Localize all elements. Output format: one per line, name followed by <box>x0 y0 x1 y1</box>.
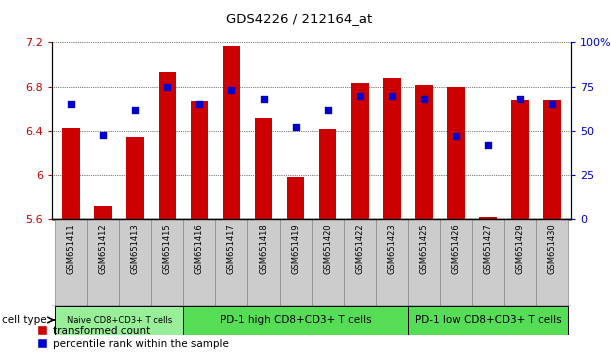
Point <box>547 102 557 107</box>
Text: PD-1 low CD8+CD3+ T cells: PD-1 low CD8+CD3+ T cells <box>415 315 562 325</box>
Bar <box>479 217 497 219</box>
Point <box>483 142 493 148</box>
Point <box>451 133 461 139</box>
Text: GSM651412: GSM651412 <box>99 223 108 274</box>
Legend: transformed count, percentile rank within the sample: transformed count, percentile rank withi… <box>39 326 229 349</box>
Bar <box>119 219 152 306</box>
Bar <box>447 87 465 219</box>
Bar <box>126 137 144 219</box>
Text: PD-1 high CD8+CD3+ T cells: PD-1 high CD8+CD3+ T cells <box>220 315 371 325</box>
Bar <box>87 219 119 306</box>
Text: GSM651416: GSM651416 <box>195 223 204 274</box>
Bar <box>472 219 504 306</box>
Text: GSM651422: GSM651422 <box>355 223 364 274</box>
Bar <box>511 100 529 219</box>
Text: GDS4226 / 212164_at: GDS4226 / 212164_at <box>226 12 373 25</box>
Bar <box>95 206 112 219</box>
Bar <box>383 78 401 219</box>
Point <box>98 132 108 137</box>
Point <box>355 93 365 98</box>
Text: GSM651417: GSM651417 <box>227 223 236 274</box>
Text: GSM651418: GSM651418 <box>259 223 268 274</box>
Text: GSM651425: GSM651425 <box>419 223 428 274</box>
Text: GSM651411: GSM651411 <box>67 223 76 274</box>
Bar <box>216 219 247 306</box>
Point <box>258 96 268 102</box>
Bar <box>408 219 440 306</box>
Text: GSM651429: GSM651429 <box>516 223 524 274</box>
Text: GSM651413: GSM651413 <box>131 223 140 274</box>
Bar <box>183 306 408 335</box>
Bar <box>247 219 280 306</box>
Bar <box>440 219 472 306</box>
Point <box>419 96 429 102</box>
Bar <box>415 85 433 219</box>
Text: GSM651430: GSM651430 <box>547 223 557 274</box>
Bar <box>55 306 183 335</box>
Bar <box>504 219 536 306</box>
Bar <box>222 46 240 219</box>
Bar <box>351 84 368 219</box>
Text: GSM651415: GSM651415 <box>163 223 172 274</box>
Point <box>323 107 332 113</box>
Text: GSM651426: GSM651426 <box>452 223 460 274</box>
Point <box>227 87 236 93</box>
Text: GSM651420: GSM651420 <box>323 223 332 274</box>
Bar <box>287 177 304 219</box>
Bar <box>158 72 176 219</box>
Bar <box>191 101 208 219</box>
Point <box>130 107 140 113</box>
Bar <box>543 100 561 219</box>
Point <box>163 84 172 90</box>
Bar <box>62 128 80 219</box>
Point <box>291 125 301 130</box>
Text: cell type: cell type <box>2 315 46 325</box>
Bar <box>376 219 408 306</box>
Point <box>66 102 76 107</box>
Bar <box>312 219 343 306</box>
Text: Naive CD8+CD3+ T cells: Naive CD8+CD3+ T cells <box>67 315 172 325</box>
Point <box>387 93 397 98</box>
Bar <box>343 219 376 306</box>
Point <box>194 102 204 107</box>
Text: GSM651427: GSM651427 <box>483 223 492 274</box>
Point <box>515 96 525 102</box>
Text: GSM651423: GSM651423 <box>387 223 397 274</box>
Bar <box>255 118 273 219</box>
Bar <box>319 129 337 219</box>
Bar <box>280 219 312 306</box>
Bar <box>55 219 87 306</box>
Bar <box>408 306 568 335</box>
Bar <box>536 219 568 306</box>
Bar <box>183 219 216 306</box>
Text: GSM651419: GSM651419 <box>291 223 300 274</box>
Bar <box>152 219 183 306</box>
